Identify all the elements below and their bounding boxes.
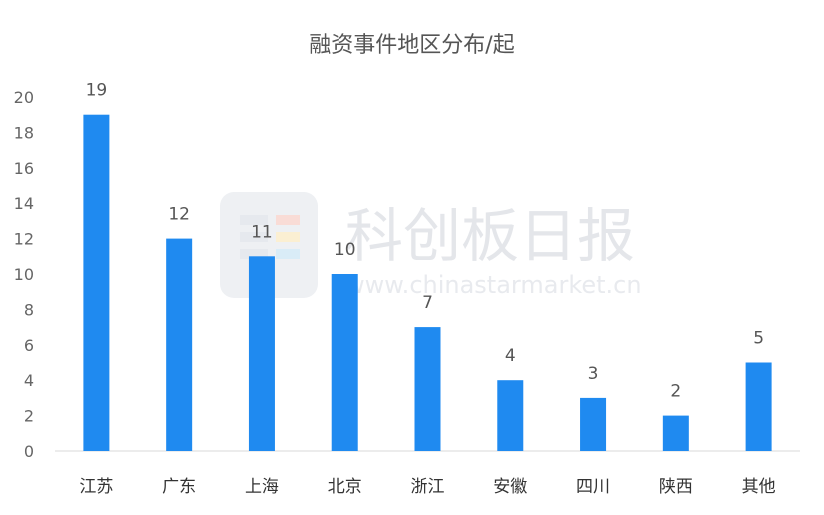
- y-tick-label: 10: [14, 265, 34, 284]
- watermark-url: www.chinastarmarket.cn: [345, 271, 642, 299]
- data-label: 4: [505, 346, 516, 366]
- y-tick-label: 0: [24, 442, 34, 461]
- watermark: 科创板日报 www.chinastarmarket.cn: [220, 192, 642, 299]
- chart-title: 融资事件地区分布/起: [309, 33, 514, 58]
- x-tick-label: 上海: [245, 477, 279, 497]
- y-tick-label: 14: [14, 194, 34, 213]
- y-tick-label: 4: [24, 371, 34, 390]
- data-label: 19: [86, 81, 108, 101]
- bar: [414, 327, 441, 451]
- data-labels: 19 12 11 10 7 4 3 2 5: [86, 81, 764, 402]
- y-tick-label: 16: [14, 159, 34, 178]
- bar: [745, 362, 772, 451]
- y-axis: 0 2 4 6 8 10 12 14 16 18 20: [14, 88, 34, 461]
- bar: [83, 114, 110, 451]
- y-tick-label: 8: [24, 300, 34, 319]
- y-tick-label: 20: [14, 88, 34, 107]
- data-label: 11: [251, 222, 273, 242]
- x-tick-label: 北京: [328, 477, 362, 497]
- y-tick-label: 18: [14, 123, 34, 142]
- bar: [331, 274, 358, 451]
- bar: [497, 380, 524, 451]
- x-tick-label: 安徽: [493, 477, 527, 497]
- x-tick-label: 江苏: [79, 477, 113, 497]
- x-tick-label: 四川: [576, 477, 610, 497]
- bar: [662, 415, 689, 451]
- x-tick-label: 其他: [742, 477, 776, 497]
- x-tick-label: 浙江: [411, 477, 445, 497]
- x-axis: 江苏 广东 上海 北京 浙江 安徽 四川 陕西 其他: [79, 477, 775, 497]
- y-tick-label: 12: [14, 230, 34, 249]
- data-label: 12: [168, 205, 190, 225]
- data-label: 2: [670, 382, 681, 402]
- watermark-text: 科创板日报: [345, 202, 635, 270]
- bar: [248, 256, 275, 451]
- data-label: 3: [588, 364, 599, 384]
- data-label: 10: [334, 240, 356, 260]
- y-tick-label: 2: [24, 407, 34, 426]
- y-tick-label: 6: [24, 336, 34, 355]
- x-tick-label: 广东: [162, 477, 196, 497]
- bars: [83, 114, 772, 451]
- x-tick-label: 陕西: [659, 477, 693, 497]
- bar: [166, 238, 193, 451]
- data-label: 5: [753, 329, 764, 349]
- data-label: 7: [422, 293, 433, 313]
- bar: [580, 397, 607, 451]
